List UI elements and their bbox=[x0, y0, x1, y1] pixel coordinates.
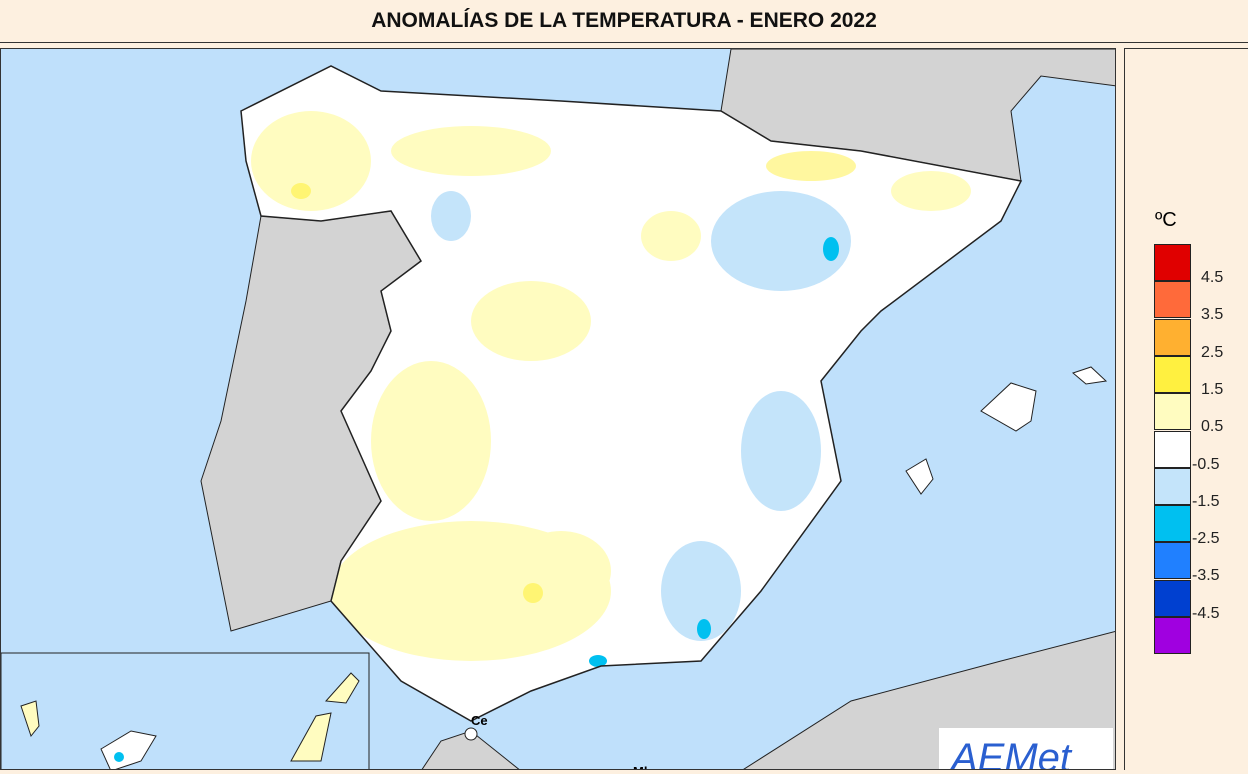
legend-swatch bbox=[1154, 505, 1191, 543]
ibiza bbox=[905, 458, 934, 495]
legend-label: -1.5 bbox=[1192, 492, 1220, 510]
aemet-logo: AEMet bbox=[939, 728, 1113, 774]
ceuta-marker bbox=[464, 727, 478, 741]
spain bbox=[240, 65, 1022, 722]
color-legend: ºC 4.5 3.5 2.5 1.5 0.5 -0.5 -1.5 -2.5 -3.5 -4.5 bbox=[1124, 48, 1248, 770]
legend-swatch bbox=[1154, 355, 1191, 393]
legend-label: 3.5 bbox=[1201, 306, 1224, 324]
legend-label: -3.5 bbox=[1192, 567, 1220, 585]
mallorca bbox=[980, 382, 1037, 432]
menorca bbox=[1071, 366, 1108, 385]
ceuta-label: Ce bbox=[471, 713, 488, 728]
anomaly-map: Ce Ml AEMet bbox=[0, 48, 1118, 774]
legend-label: 2.5 bbox=[1201, 343, 1224, 361]
legend-label: -2.5 bbox=[1192, 530, 1220, 548]
svg-text:AEMet: AEMet bbox=[949, 736, 1073, 769]
legend-label: -0.5 bbox=[1192, 455, 1220, 473]
legend-label: -4.5 bbox=[1192, 604, 1220, 622]
melilla-label: Ml bbox=[633, 764, 647, 769]
legend-swatch bbox=[1154, 318, 1191, 356]
canary-inset bbox=[0, 652, 370, 774]
legend-swatch bbox=[1154, 467, 1191, 505]
map-title: ANOMALÍAS DE LA TEMPERATURA - ENERO 2022 bbox=[0, 0, 1248, 43]
legend-swatch bbox=[1154, 579, 1191, 617]
legend-unit: ºC bbox=[1155, 209, 1177, 231]
legend-label: 0.5 bbox=[1201, 418, 1224, 436]
legend-swatch bbox=[1154, 393, 1191, 431]
legend-label: 4.5 bbox=[1201, 269, 1224, 286]
legend-swatch bbox=[1154, 244, 1191, 281]
legend-swatch bbox=[1154, 542, 1191, 580]
legend-label: 1.5 bbox=[1201, 380, 1224, 398]
legend-swatch bbox=[1154, 281, 1191, 319]
legend-swatch bbox=[1154, 617, 1191, 654]
legend-swatch bbox=[1154, 430, 1191, 468]
